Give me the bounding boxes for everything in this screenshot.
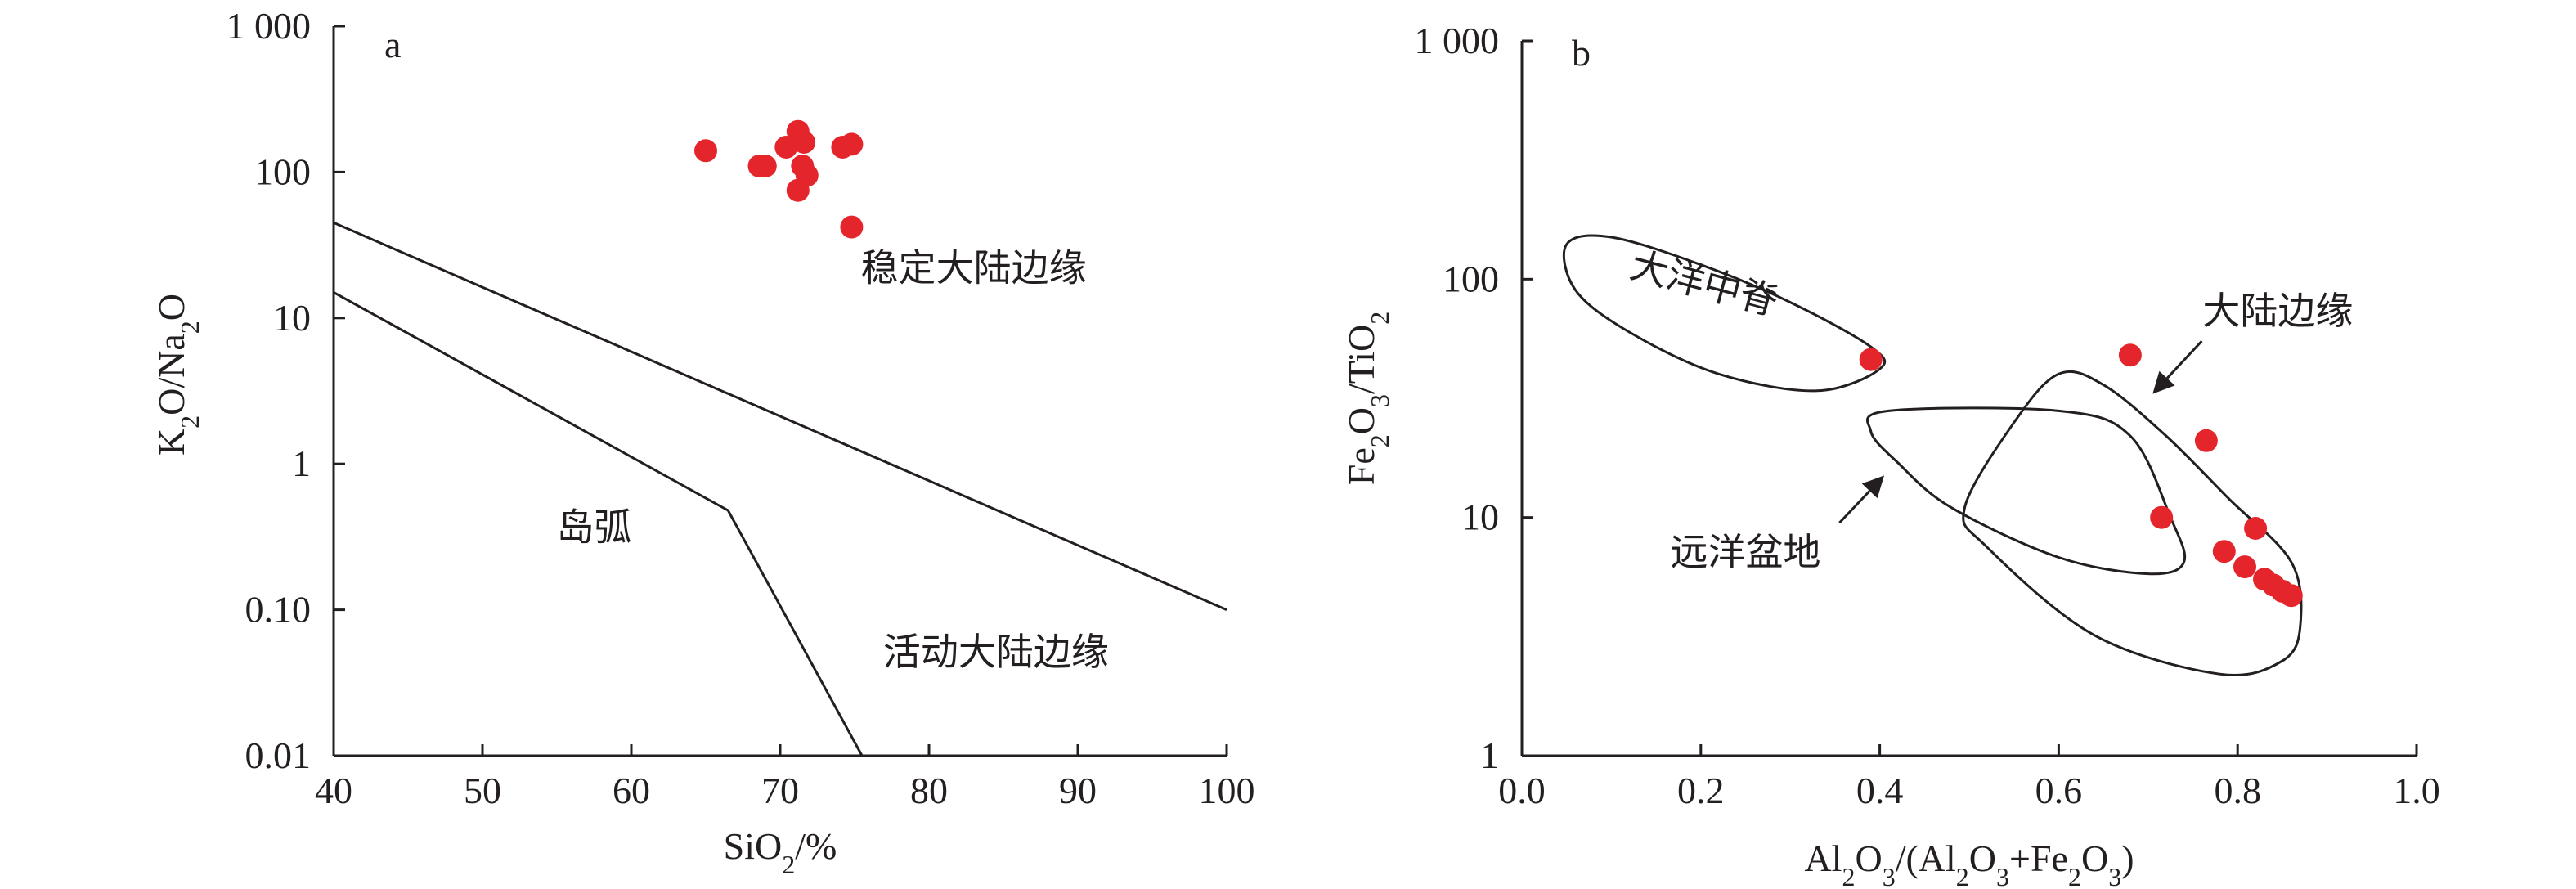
- field-boundary-line: [333, 291, 864, 757]
- x-tick-label: 80: [910, 770, 948, 811]
- chart-panel-b: 0.0 0.2 0.4 0.6 0.8 1.0 1 10 100 1 000 b Al2O3/(Al2…: [1340, 20, 2440, 889]
- x-axis-label: Al2O3/(Al2O3+Fe2O3): [1804, 837, 2134, 889]
- x-axis-label: SiO2/%: [724, 825, 837, 879]
- region-label: 稳定大陆边缘: [861, 247, 1087, 289]
- field-region-outline: [1865, 406, 2187, 576]
- data-point: [840, 132, 864, 156]
- pointer-arrow-shaft: [1838, 490, 1871, 524]
- y-tick-label: 1: [1480, 734, 1499, 776]
- x-tick-label: 1.0: [2393, 770, 2440, 811]
- data-point: [840, 215, 864, 239]
- y-tick-label: 1: [292, 442, 311, 484]
- y-tick-label: 0.01: [245, 734, 312, 776]
- panel-label: a: [384, 24, 401, 65]
- field-region-outline: [1962, 370, 2303, 676]
- data-point: [2212, 540, 2236, 563]
- x-tick-label: 0.0: [1498, 770, 1546, 811]
- y-axis-label: Fe2O3/TiO2: [1340, 312, 1394, 486]
- data-point: [2244, 517, 2268, 540]
- y-tick-label: 10: [1461, 496, 1499, 538]
- y-axis-label: K2O/Na2O: [150, 294, 204, 456]
- x-tick-label: 60: [613, 770, 650, 811]
- y-tick-label: 10: [273, 297, 311, 339]
- y-tick-label: 0.10: [245, 589, 312, 631]
- data-point: [753, 155, 777, 177]
- x-tick-label: 100: [1199, 770, 1255, 811]
- region-label: 大洋中脊: [1626, 244, 1782, 323]
- data-point: [2194, 429, 2218, 452]
- pointer-arrow-head: [2152, 370, 2175, 394]
- x-tick-label: 50: [464, 770, 501, 811]
- data-point: [2150, 505, 2174, 529]
- x-tick-label: 0.4: [1856, 770, 1904, 811]
- x-tick-label: 0.8: [2214, 770, 2261, 811]
- data-point: [2279, 584, 2303, 608]
- field-region-outline: [1563, 234, 1887, 393]
- pointer-arrow-shaft: [2165, 339, 2203, 379]
- data-point: [2118, 343, 2142, 367]
- data-point: [792, 131, 816, 154]
- x-tick-label: 40: [315, 770, 352, 811]
- panel-label: b: [1572, 32, 1591, 74]
- x-tick-label: 0.6: [2035, 770, 2083, 811]
- data-point: [774, 136, 798, 159]
- data-point: [694, 139, 717, 163]
- pointer-arrow-head: [1861, 475, 1885, 499]
- region-label: 远洋盆地: [1671, 532, 1821, 573]
- data-point: [1859, 348, 1883, 371]
- data-point: [786, 178, 810, 202]
- x-tick-label: 90: [1059, 770, 1097, 811]
- y-tick-label: 1 000: [1415, 20, 1500, 61]
- y-tick-label: 100: [254, 150, 311, 192]
- region-label: 大陆边缘: [2202, 290, 2353, 332]
- y-tick-label: 1 000: [227, 5, 312, 47]
- data-point: [2233, 555, 2256, 579]
- region-label: 活动大陆边缘: [883, 631, 1109, 673]
- region-label: 岛弧: [557, 506, 632, 548]
- x-tick-label: 0.2: [1677, 770, 1725, 811]
- x-tick-label: 70: [761, 770, 799, 811]
- y-tick-label: 100: [1443, 258, 1499, 299]
- chart-panel-a: 40 50 60 70 80 90 100 0.01 0.10 1 10 100 1 000 a SiO2/…: [150, 5, 1255, 879]
- field-boundary-line: [333, 221, 1227, 611]
